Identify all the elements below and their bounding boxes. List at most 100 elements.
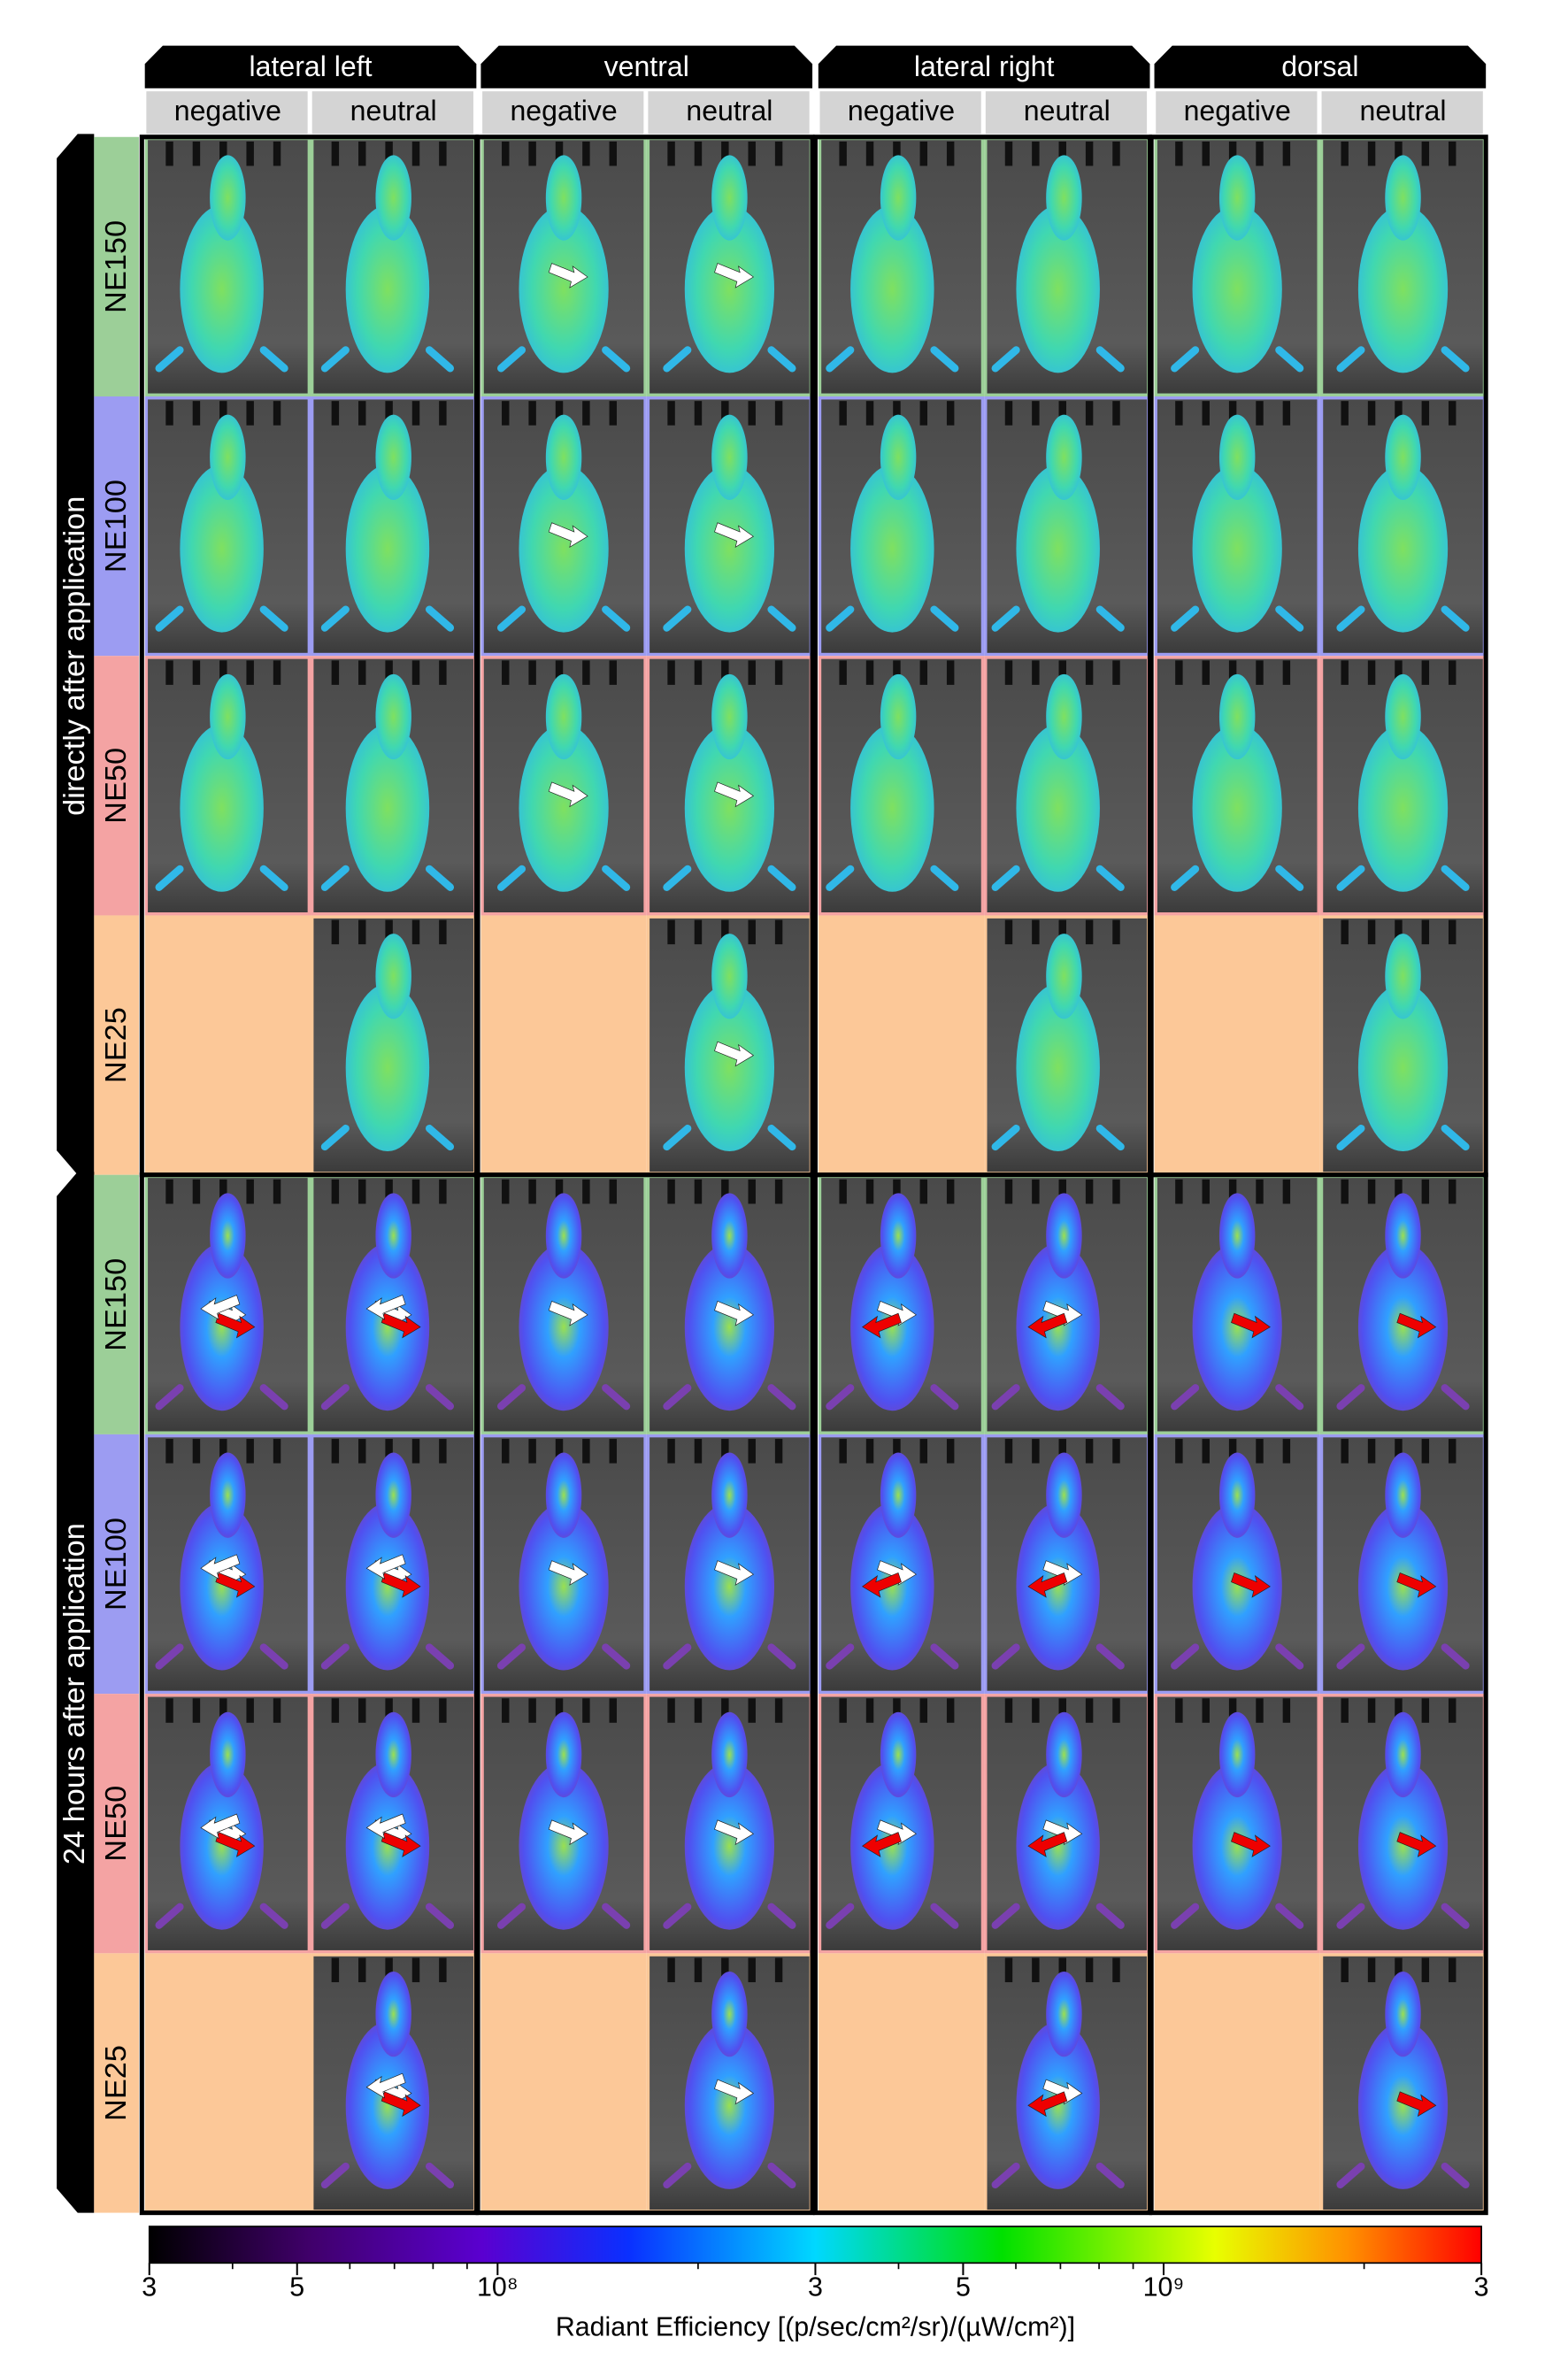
mouse-head (1218, 673, 1256, 760)
mouse-body (1357, 205, 1449, 373)
holder (865, 660, 874, 685)
group-tab (57, 1172, 95, 2213)
holder (774, 1698, 783, 1723)
holder (667, 1957, 675, 1983)
holder (165, 1439, 173, 1464)
arrow (1231, 1572, 1271, 1598)
holder (865, 401, 874, 426)
holder (502, 141, 510, 166)
holder (1202, 1698, 1210, 1723)
group-label: neutral (350, 95, 437, 127)
holder (694, 919, 703, 945)
holder (694, 401, 703, 426)
holder (1032, 141, 1040, 166)
arrow (1042, 1819, 1083, 1846)
arrow (714, 1819, 755, 1846)
empty-cell (144, 1953, 311, 2213)
mouse-body (345, 205, 430, 373)
holder (1202, 1179, 1210, 1204)
mouse-legs (1171, 346, 1304, 373)
mouse-body (180, 205, 264, 373)
holder (273, 401, 281, 426)
holder (721, 919, 729, 945)
holder (528, 660, 536, 685)
holder (1228, 401, 1237, 426)
holder (609, 401, 617, 426)
holder (273, 141, 281, 166)
mouse-head (1385, 673, 1421, 760)
mouse-head (375, 1193, 411, 1279)
mouse-head (711, 673, 748, 760)
mouse-head (1385, 155, 1421, 241)
holder (582, 1439, 590, 1464)
holder (1282, 1179, 1291, 1204)
holder (1004, 141, 1013, 166)
mouse-body (1192, 205, 1282, 373)
holder (1032, 919, 1040, 945)
holder (528, 1698, 536, 1723)
mouse-head (880, 155, 917, 241)
holder (439, 1439, 447, 1464)
figure-body: lateral left negative neutral ventral negati… (57, 45, 1489, 2342)
mouse-legs (1336, 1903, 1470, 1929)
holder (502, 401, 510, 426)
arrow (714, 263, 755, 288)
mouse-body (1016, 1503, 1100, 1671)
holder (721, 1439, 729, 1464)
holder (192, 1439, 201, 1464)
holder (1112, 660, 1120, 685)
holder (946, 1439, 955, 1464)
mouse-legs (663, 1903, 796, 1929)
holder (919, 1698, 928, 1723)
row-label-box (94, 1434, 139, 1695)
mouse-body (1357, 983, 1449, 1152)
holder (1282, 660, 1291, 685)
mouse-legs (991, 346, 1125, 373)
holder (1367, 1179, 1376, 1204)
holder (748, 401, 756, 426)
holder (331, 919, 340, 945)
holder (165, 1179, 173, 1204)
group-label: negative (174, 95, 281, 127)
holder (165, 1698, 173, 1723)
holder (1004, 1179, 1013, 1204)
holder (246, 1439, 254, 1464)
mouse-body (1192, 1762, 1282, 1930)
mouse-legs (155, 1384, 288, 1411)
mouse-head (210, 1452, 246, 1538)
holder (246, 1698, 254, 1723)
mouse-body (684, 1503, 775, 1671)
holder (609, 1439, 617, 1464)
empty-cell (144, 915, 311, 1175)
mouse-body (1357, 465, 1449, 633)
arrow (714, 522, 755, 548)
mouse-legs (155, 1903, 288, 1929)
holder (694, 660, 703, 685)
holder (893, 1179, 901, 1204)
holder (1341, 1957, 1349, 1983)
holder (893, 401, 901, 426)
mouse-legs (826, 1384, 959, 1411)
arrow (714, 1300, 755, 1326)
holder (528, 1179, 536, 1204)
mouse-head (545, 673, 582, 760)
holder (385, 919, 393, 945)
holder (609, 660, 617, 685)
mouse-head (1218, 414, 1256, 500)
arrow (1231, 1832, 1271, 1857)
mouse-legs (826, 865, 959, 891)
holder (839, 660, 847, 685)
arrow (877, 1300, 917, 1326)
arrow (877, 1560, 917, 1586)
mouse-head (711, 1711, 748, 1798)
holder (721, 1179, 729, 1204)
holder (411, 660, 420, 685)
arrow (1027, 2091, 1068, 2118)
holder (1395, 1179, 1403, 1204)
arrow (1231, 1312, 1271, 1339)
arrow (548, 1560, 588, 1586)
mouse-legs (155, 865, 288, 891)
holder (893, 660, 901, 685)
arrow (1042, 2079, 1083, 2105)
holder (358, 1957, 366, 1983)
